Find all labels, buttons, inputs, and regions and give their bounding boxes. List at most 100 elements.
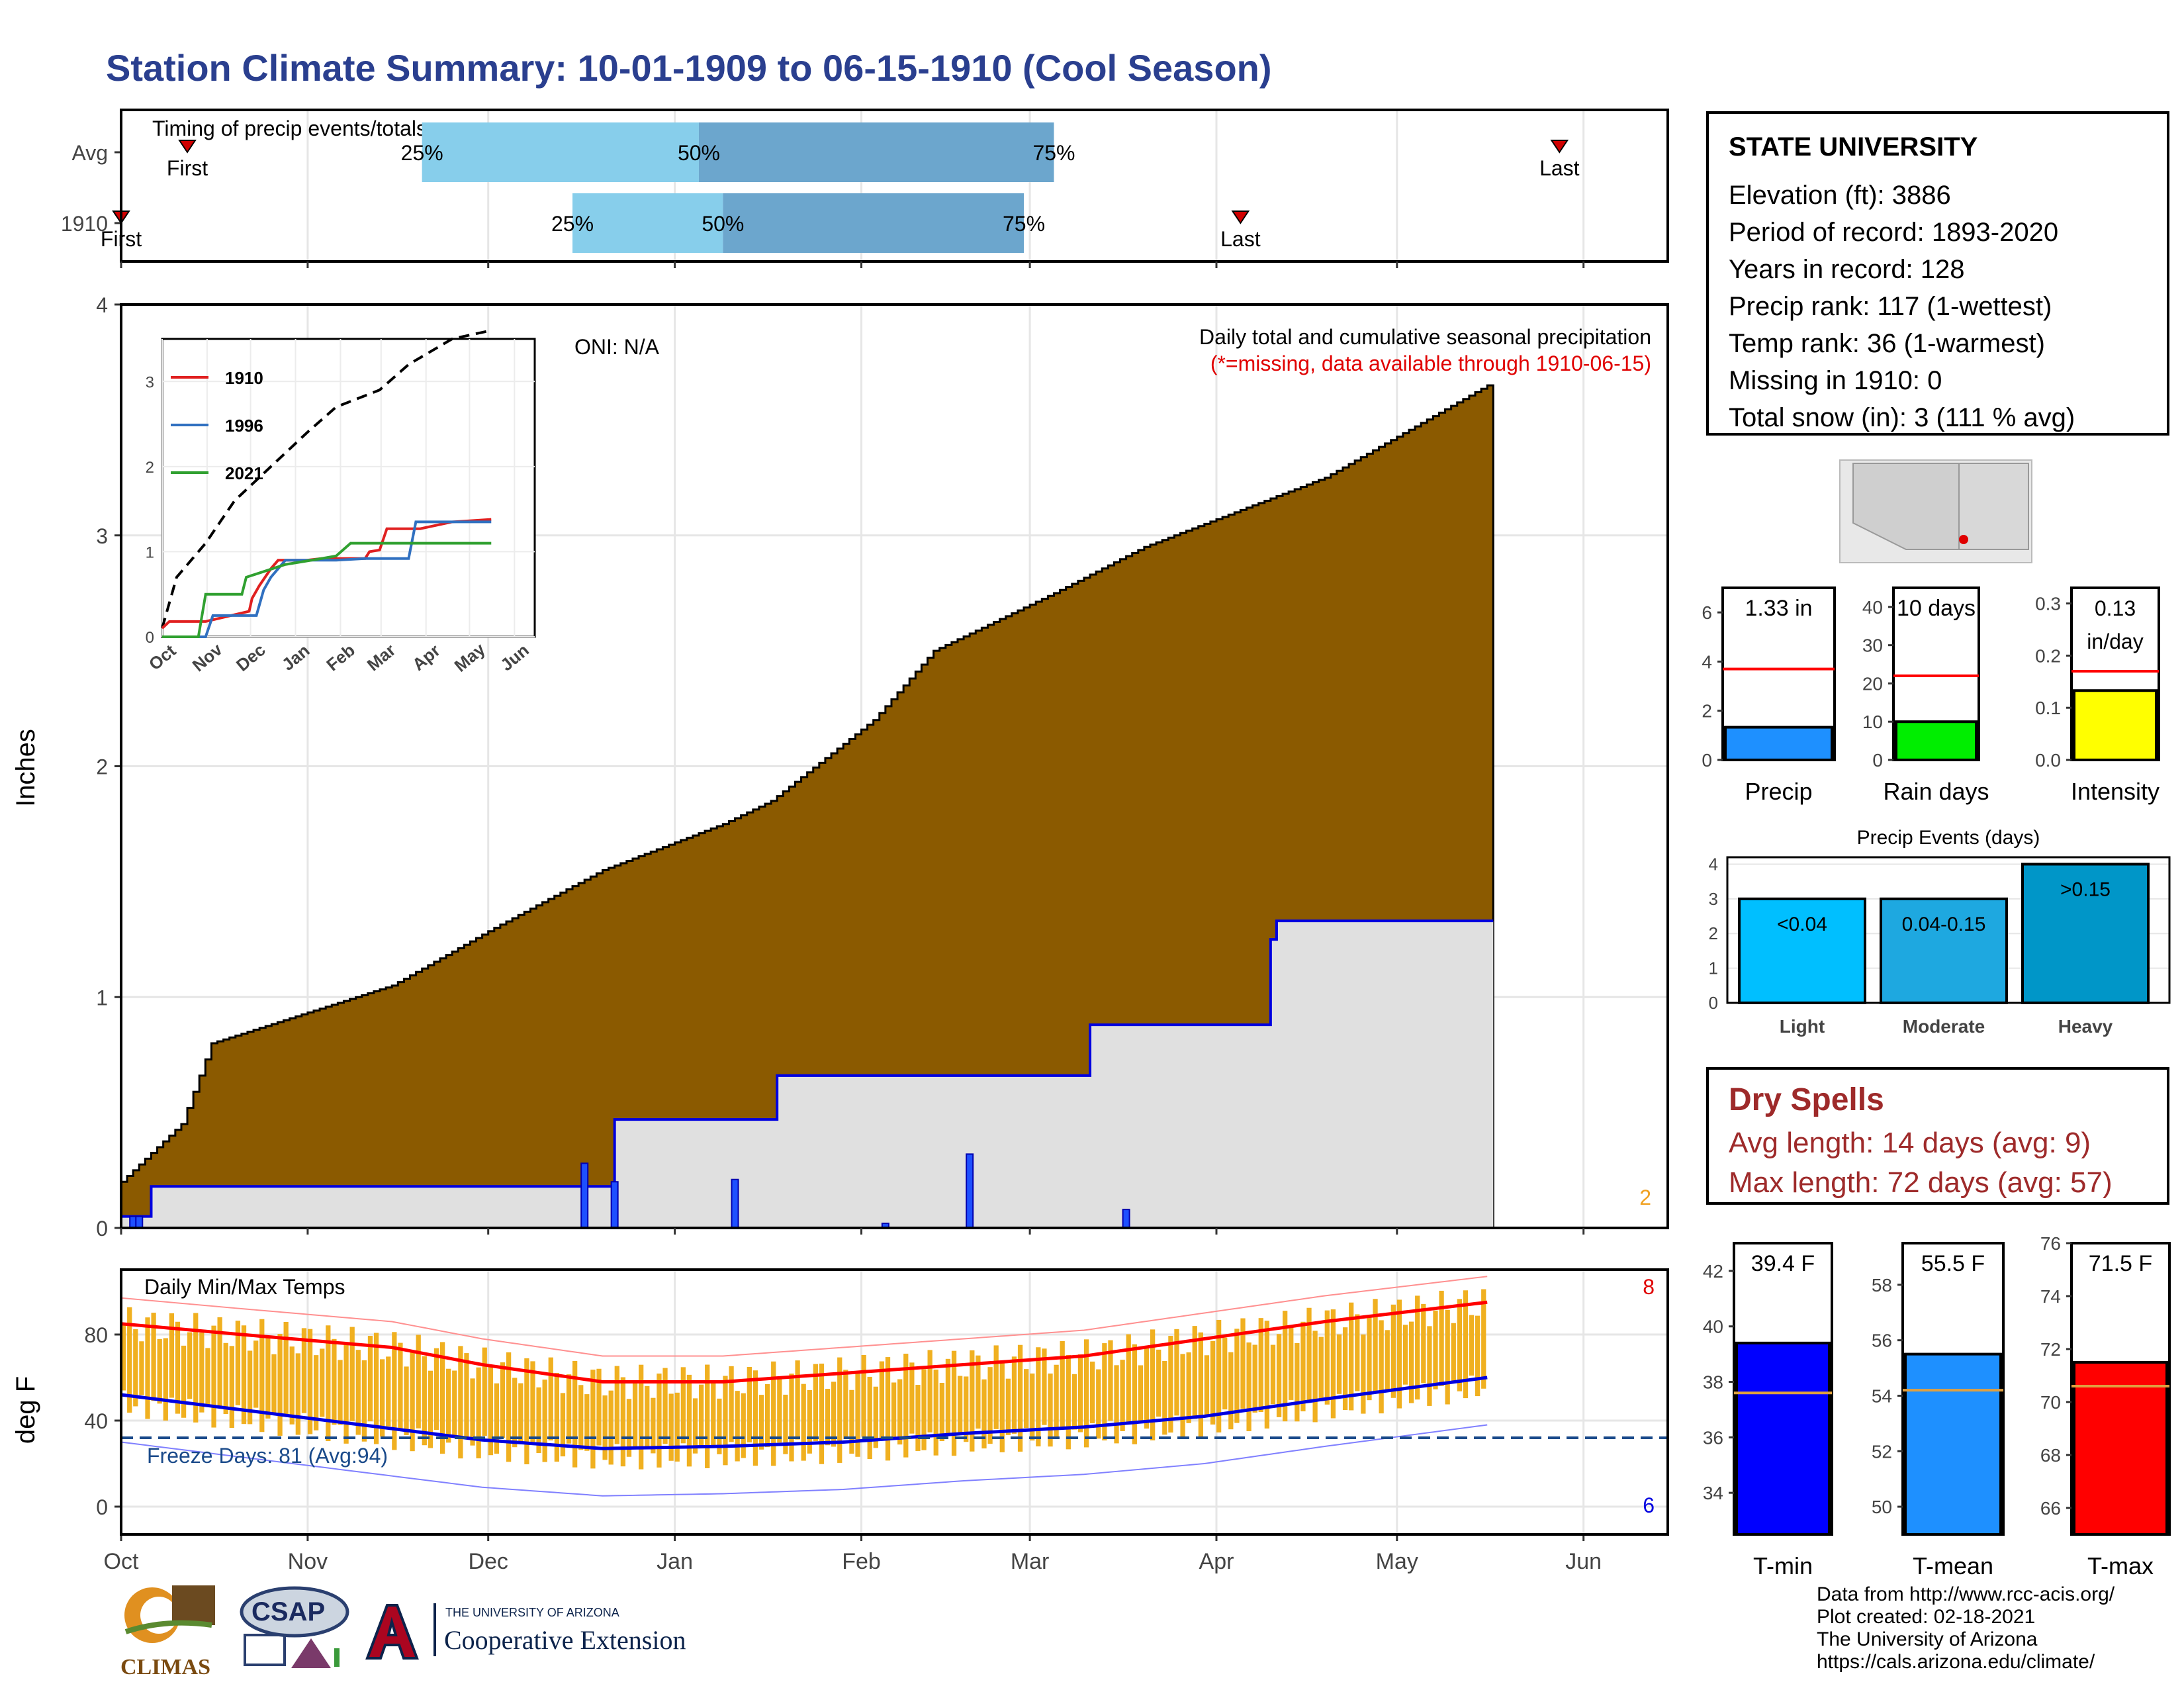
last-event-label: Last — [1539, 156, 1580, 180]
daily-temp-bar — [476, 1367, 481, 1459]
daily-temp-bar — [157, 1338, 162, 1404]
daily-temp-bar — [1481, 1289, 1486, 1389]
station-total-snow: Total snow (in): 3 (111 % avg) — [1729, 403, 2075, 432]
daily-temp-bar — [964, 1376, 969, 1442]
daily-temp-bar — [205, 1348, 210, 1405]
first-event-marker — [178, 140, 197, 154]
climas-logo-text: CLIMAS — [120, 1655, 211, 1679]
daily-temp-bar — [277, 1334, 283, 1436]
daily-temp-bar — [698, 1384, 704, 1448]
rain-days-y-tick-label: 40 — [1862, 597, 1883, 618]
climas-logo-mark — [124, 1585, 215, 1643]
precip-events-y-tick-label: 2 — [1709, 923, 1718, 943]
daily-precip-bar — [1122, 1209, 1130, 1229]
daily-temp-bar — [711, 1383, 716, 1446]
daily-temp-bar — [789, 1374, 794, 1462]
daily-temp-bar — [819, 1363, 825, 1464]
daily-temp-bar — [373, 1333, 379, 1444]
daily-temp-bar — [265, 1336, 271, 1419]
daily-temp-bar — [620, 1377, 626, 1467]
daily-temp-bar — [187, 1332, 193, 1399]
daily-temp-bar — [945, 1358, 951, 1436]
daily-temp-bar — [1270, 1344, 1276, 1405]
daily-temp-bar — [645, 1385, 650, 1449]
temp-min-bar — [1735, 1341, 1831, 1536]
station-years: Years in record: 128 — [1729, 255, 1965, 284]
daily-temp-bar — [326, 1325, 331, 1442]
inset-legend-label: 1996 — [225, 416, 263, 436]
daily-temp-bar — [1379, 1320, 1384, 1414]
daily-temp-bar — [488, 1366, 493, 1456]
daily-temp-bar — [1162, 1360, 1167, 1435]
daily-temp-bar — [1042, 1348, 1047, 1425]
station-elevation: Elevation (ft): 3886 — [1729, 181, 1951, 210]
daily-temp-bar — [241, 1325, 247, 1425]
dry-spells-max: Max length: 72 days (avg: 57) — [1729, 1166, 2113, 1199]
daily-temp-bar — [1216, 1319, 1222, 1432]
daily-temp-bar — [1048, 1373, 1053, 1447]
daily-temp-bar — [121, 1323, 126, 1391]
daily-precip-bar — [610, 1181, 619, 1229]
daily-temp-bar — [524, 1358, 529, 1465]
daily-temp-bar — [1295, 1342, 1300, 1422]
daily-temp-bar — [1060, 1341, 1065, 1427]
temp-x-tick-label: Nov — [288, 1549, 328, 1574]
daily-temp-bar — [1204, 1355, 1210, 1415]
daily-temp-bar — [1276, 1334, 1282, 1417]
precip-event-category-label: Moderate — [1903, 1016, 1985, 1037]
daily-temp-bar — [831, 1382, 837, 1447]
daily-temp-bar — [536, 1387, 541, 1454]
temp-mean-value-label: 55.5 F — [1921, 1251, 1985, 1276]
precip-chart-subtitle: (*=missing, data available through 1910-… — [1210, 352, 1651, 375]
daily-temp-bar — [717, 1398, 722, 1454]
daily-temp-bar — [398, 1342, 403, 1432]
precip-y-tick-label: 0 — [96, 1217, 108, 1241]
daily-temp-bar — [741, 1393, 746, 1458]
daily-temp-bar — [1300, 1321, 1306, 1412]
temp-x-tick-label: Feb — [842, 1549, 881, 1574]
precip-events-y-tick-label: 0 — [1709, 993, 1718, 1013]
timing-bar-25-50 — [422, 122, 699, 182]
temp-min-y-tick-label: 42 — [1703, 1261, 1723, 1282]
daily-temp-bar — [705, 1364, 710, 1468]
inset-legend-label: 1910 — [225, 368, 263, 388]
precip-corner-label: 2 — [1639, 1186, 1651, 1209]
last-event-label: Last — [1220, 227, 1261, 251]
daily-temp-bar — [199, 1333, 205, 1413]
daily-temp-bar — [1150, 1329, 1156, 1440]
daily-temp-bar — [193, 1313, 199, 1423]
daily-temp-bar — [1451, 1323, 1456, 1381]
daily-temp-bar — [392, 1332, 397, 1450]
inset-y-tick-label: 0 — [146, 629, 154, 647]
daily-temp-bar — [651, 1397, 656, 1454]
rain-days-bar — [1895, 720, 1978, 761]
daily-temp-bar — [482, 1347, 487, 1436]
daily-temp-bar — [584, 1394, 590, 1451]
daily-temp-bar — [361, 1360, 367, 1442]
daily-temp-bar — [764, 1383, 770, 1448]
daily-temp-bar — [1427, 1326, 1432, 1406]
daily-temp-bar — [181, 1345, 187, 1418]
daily-temp-bar — [1445, 1309, 1450, 1405]
daily-temp-bar — [897, 1379, 903, 1445]
intensity-value-label: in/day — [2087, 630, 2143, 653]
precip-event-bar — [1880, 897, 2008, 1005]
temp-max-y-tick-label: 76 — [2040, 1233, 2061, 1254]
daily-temp-bar — [307, 1329, 313, 1434]
inset-y-tick-label: 2 — [146, 459, 154, 477]
temp-max-bar — [2073, 1361, 2168, 1536]
temp-max-y-tick-label: 72 — [2040, 1339, 2061, 1360]
daily-temp-bar — [981, 1379, 987, 1449]
rain-days-value-label: 10 days — [1897, 596, 1976, 621]
ua-extension-logo: THE UNIVERSITY OF ARIZONA Cooperative Ex… — [361, 1602, 705, 1668]
daily-temp-bar — [1096, 1369, 1101, 1439]
daily-temp-bar — [446, 1368, 451, 1443]
daily-temp-bar — [807, 1389, 812, 1454]
temp-mean-y-tick-label: 52 — [1872, 1441, 1892, 1462]
daily-temp-bar — [1246, 1342, 1251, 1432]
temp-min-y-tick-label: 38 — [1703, 1372, 1723, 1393]
ua-logo-big-text: Cooperative Extension — [444, 1625, 686, 1655]
temp-x-tick-label: Oct — [104, 1549, 139, 1574]
temp-x-tick-label: Apr — [1199, 1549, 1234, 1574]
daily-temp-bar — [169, 1313, 175, 1398]
